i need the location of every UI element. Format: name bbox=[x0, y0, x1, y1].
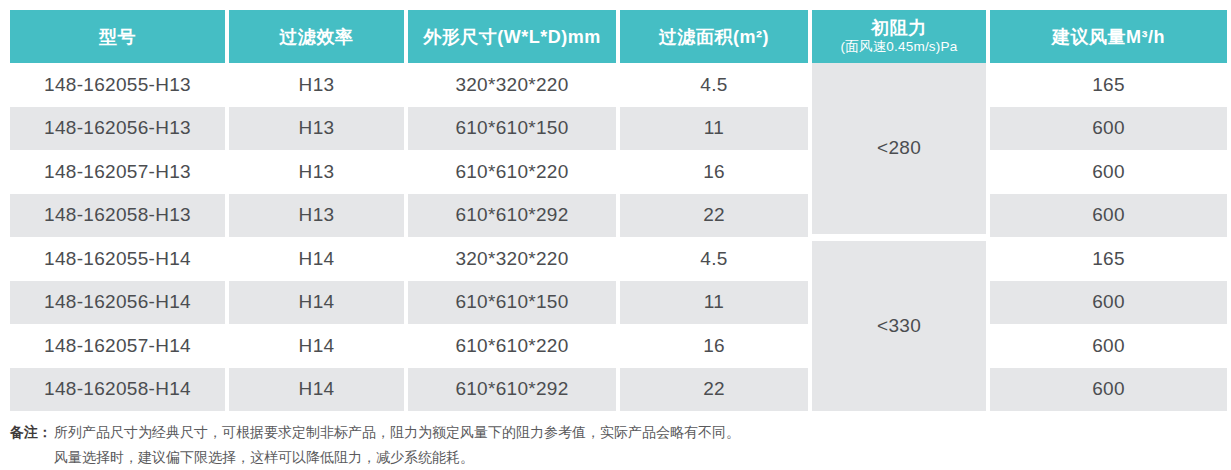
cell-model: 148-162055-H13 bbox=[10, 63, 225, 107]
cell-dimensions: 610*610*150 bbox=[408, 281, 616, 325]
cell-efficiency: H14 bbox=[229, 368, 404, 412]
cell-dimensions: 610*610*150 bbox=[408, 107, 616, 151]
cell-dimensions: 320*320*220 bbox=[408, 63, 616, 107]
col-header-initial-resistance-title: 初阻力 bbox=[871, 18, 927, 40]
cell-airflow: 600 bbox=[990, 281, 1227, 325]
cell-airflow: 165 bbox=[990, 237, 1227, 281]
cell-area: 16 bbox=[620, 150, 808, 194]
notes-line-1: 所列产品尺寸为经典尺寸，可根据要求定制非标产品，阻力为额定风量下的阻力参考值，实… bbox=[54, 420, 740, 445]
cell-dimensions: 610*610*292 bbox=[408, 194, 616, 238]
cell-dimensions: 610*610*220 bbox=[408, 324, 616, 368]
col-header-initial-resistance-subtitle: (面风速0.45m/s)Pa bbox=[841, 39, 958, 55]
col-header-efficiency: 过滤效率 bbox=[229, 10, 404, 63]
cell-model: 148-162058-H13 bbox=[10, 194, 225, 238]
cell-area: 22 bbox=[620, 194, 808, 238]
cell-efficiency: H14 bbox=[229, 237, 404, 281]
cell-area: 11 bbox=[620, 107, 808, 151]
notes-body: 所列产品尺寸为经典尺寸，可根据要求定制非标产品，阻力为额定风量下的阻力参考值，实… bbox=[54, 420, 740, 470]
cell-airflow: 600 bbox=[990, 324, 1227, 368]
col-header-initial-resistance: 初阻力 (面风速0.45m/s)Pa bbox=[812, 10, 986, 63]
cell-model: 148-162056-H14 bbox=[10, 281, 225, 325]
cell-airflow: 600 bbox=[990, 368, 1227, 412]
cell-area: 22 bbox=[620, 368, 808, 412]
col-header-dimensions: 外形尺寸(W*L*D)mm bbox=[408, 10, 616, 63]
cell-initial-resistance-h13-group: <280 bbox=[812, 63, 986, 234]
cell-efficiency: H13 bbox=[229, 63, 404, 107]
cell-dimensions: 320*320*220 bbox=[408, 237, 616, 281]
cell-airflow: 600 bbox=[990, 194, 1227, 238]
cell-dimensions: 610*610*292 bbox=[408, 368, 616, 412]
cell-dimensions: 610*610*220 bbox=[408, 150, 616, 194]
cell-model: 148-162057-H13 bbox=[10, 150, 225, 194]
cell-efficiency: H13 bbox=[229, 150, 404, 194]
cell-airflow: 165 bbox=[990, 63, 1227, 107]
filter-spec-sheet: 型号 过滤效率 外形尺寸(W*L*D)mm 过滤面积(m²) 初阻力 (面风速0… bbox=[0, 10, 1231, 470]
cell-airflow: 600 bbox=[990, 107, 1227, 151]
notes: 备注： 所列产品尺寸为经典尺寸，可根据要求定制非标产品，阻力为额定风量下的阻力参… bbox=[10, 420, 1231, 470]
col-header-model: 型号 bbox=[10, 10, 225, 63]
cell-efficiency: H13 bbox=[229, 107, 404, 151]
cell-area: 11 bbox=[620, 281, 808, 325]
notes-label: 备注： bbox=[10, 420, 52, 445]
cell-efficiency: H14 bbox=[229, 324, 404, 368]
cell-airflow: 600 bbox=[990, 150, 1227, 194]
cell-area: 16 bbox=[620, 324, 808, 368]
cell-model: 148-162055-H14 bbox=[10, 237, 225, 281]
filter-spec-table: 型号 过滤效率 外形尺寸(W*L*D)mm 过滤面积(m²) 初阻力 (面风速0… bbox=[10, 10, 1227, 411]
cell-model: 148-162058-H14 bbox=[10, 368, 225, 412]
cell-model: 148-162057-H14 bbox=[10, 324, 225, 368]
col-header-area: 过滤面积(m²) bbox=[620, 10, 808, 63]
col-header-airflow: 建议风量M³/h bbox=[990, 10, 1227, 63]
cell-area: 4.5 bbox=[620, 63, 808, 107]
cell-model: 148-162056-H13 bbox=[10, 107, 225, 151]
notes-line-2: 风量选择时，建议偏下限选择，这样可以降低阻力，减少系统能耗。 bbox=[54, 445, 740, 470]
cell-efficiency: H13 bbox=[229, 194, 404, 238]
cell-initial-resistance-h14-group: <330 bbox=[812, 241, 986, 412]
cell-area: 4.5 bbox=[620, 237, 808, 281]
cell-efficiency: H14 bbox=[229, 281, 404, 325]
